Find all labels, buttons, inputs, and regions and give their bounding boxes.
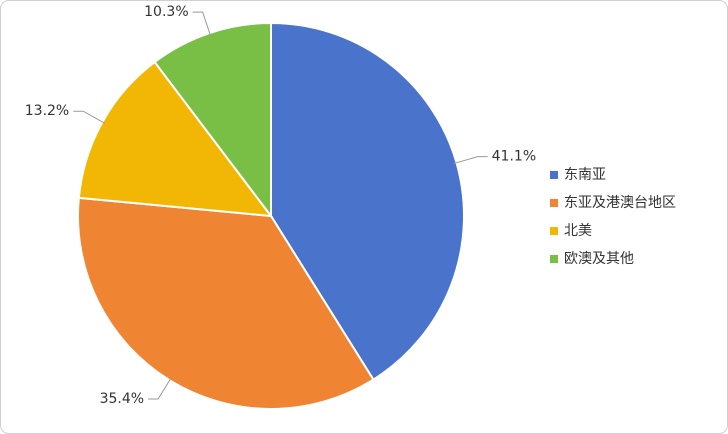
legend-swatch (550, 255, 558, 263)
legend-swatch (550, 199, 558, 207)
legend-swatch (550, 171, 558, 179)
legend-swatch (550, 227, 558, 235)
data-label: 13.2% (25, 103, 69, 119)
leader-line (192, 11, 212, 37)
leader-line (148, 377, 172, 400)
legend-label: 北美 (564, 223, 592, 239)
leader-line (73, 110, 106, 124)
leader-line (453, 156, 488, 165)
data-label: 41.1% (492, 149, 536, 165)
data-label: 10.3% (144, 4, 188, 20)
legend-label: 东亚及港澳台地区 (564, 195, 676, 211)
legend-label: 欧澳及其他 (564, 251, 634, 267)
legend-label: 东南亚 (564, 167, 606, 183)
data-label: 35.4% (100, 391, 144, 407)
